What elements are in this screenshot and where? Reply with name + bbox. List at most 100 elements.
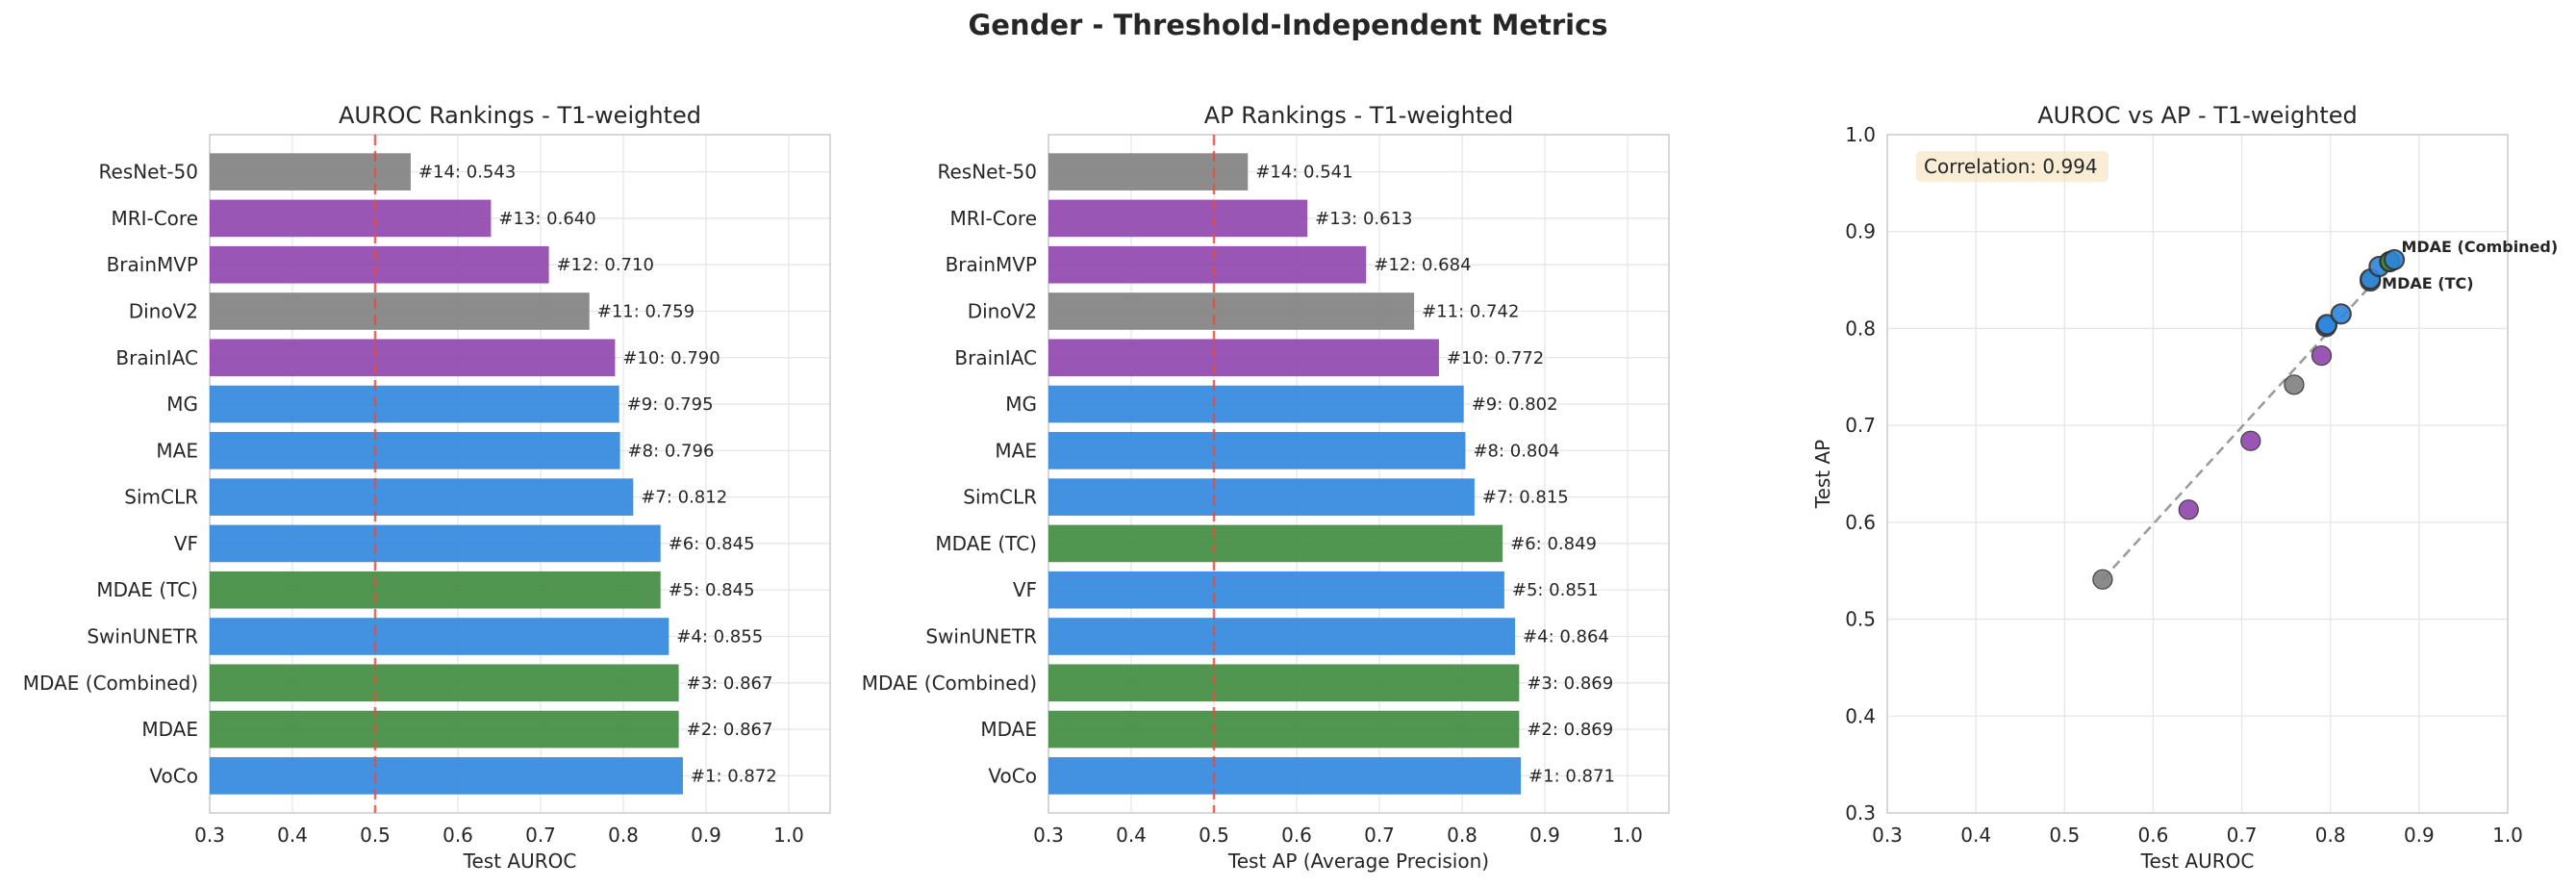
y-tick-label: BrainMVP: [946, 253, 1037, 276]
point-annotation: MDAE (TC): [2382, 274, 2473, 292]
bar-dinov2: [210, 292, 590, 330]
bar-value-label: #8: 0.796: [628, 441, 715, 461]
bar-value-label: #2: 0.869: [1527, 720, 1613, 740]
bar-voco: [1048, 757, 1522, 795]
y-tick-label: MDAE (TC): [96, 578, 198, 601]
y-tick-label: MDAE: [980, 718, 1037, 741]
x-axis-label: Test AUROC: [2140, 850, 2255, 873]
y-tick-label: MRI-Core: [111, 207, 198, 230]
bar-value-label: #10: 0.790: [622, 348, 720, 368]
bar-value-label: #10: 0.772: [1447, 348, 1544, 368]
y-tick-label: BrainMVP: [107, 253, 198, 276]
bar-mg: [1048, 385, 1464, 423]
x-tick-label: 0.9: [2404, 824, 2435, 847]
correlation-label: Correlation: 0.994: [1924, 155, 2098, 178]
x-tick-label: 0.9: [1529, 824, 1560, 847]
scatter-point: [2092, 569, 2113, 590]
bar-mri-core: [210, 199, 492, 238]
x-tick-label: 0.8: [1447, 824, 1477, 847]
bar-value-label: #3: 0.867: [687, 673, 773, 694]
bar-brainiac: [210, 339, 616, 377]
bar-value-label: #12: 0.684: [1374, 255, 1471, 275]
bar-vf: [1048, 571, 1504, 609]
y-tick-label: 0.9: [1845, 220, 1876, 243]
x-tick-label: 1.0: [773, 824, 804, 847]
bar-swinunetr: [210, 618, 669, 655]
bar-mae: [1048, 432, 1466, 469]
scatter-point: [2383, 248, 2406, 271]
bar-mdae: [210, 710, 679, 748]
y-tick-label: 0.5: [1845, 608, 1876, 631]
bar-voco: [210, 757, 683, 795]
bar-value-label: #9: 0.802: [1472, 394, 1558, 415]
bar-mdae-tc-: [1048, 524, 1503, 563]
bar-value-label: #12: 0.710: [557, 255, 654, 275]
panel-title: AUROC Rankings - T1-weighted: [339, 102, 701, 129]
bar-vf: [210, 524, 661, 563]
y-tick-label: ResNet-50: [938, 161, 1038, 184]
y-tick-label: 0.3: [1845, 801, 1876, 825]
y-tick-label: SimCLR: [124, 486, 198, 509]
x-tick-label: 0.9: [691, 824, 721, 847]
bar-mdae-combined-: [210, 664, 679, 702]
bar-brainmvp: [1048, 245, 1367, 284]
figure-suptitle: Gender - Threshold-Independent Metrics: [968, 9, 1607, 41]
x-tick-label: 0.6: [442, 824, 473, 847]
y-tick-label: 0.8: [1845, 317, 1876, 340]
point-annotation: MDAE (Combined): [2401, 238, 2558, 256]
bar-value-label: #14: 0.543: [418, 163, 516, 183]
trend-line: [2101, 259, 2395, 581]
y-tick-label: MDAE (Combined): [23, 672, 198, 695]
y-tick-label: SwinUNETR: [87, 625, 198, 648]
y-tick-label: DinoV2: [968, 299, 1037, 322]
bar-value-label: #11: 0.742: [1422, 301, 1519, 321]
bar-value-label: #14: 0.541: [1255, 163, 1352, 183]
bar-value-label: #6: 0.849: [1510, 534, 1597, 554]
y-tick-label: MDAE (Combined): [862, 672, 1037, 695]
x-tick-label: 0.6: [1281, 824, 1312, 847]
x-tick-label: 0.8: [608, 824, 639, 847]
bar-value-label: #1: 0.872: [691, 766, 777, 786]
bar-mg: [210, 385, 619, 423]
bar-value-label: #7: 0.815: [1482, 488, 1569, 508]
bar-value-label: #9: 0.795: [627, 394, 714, 415]
y-tick-label: MG: [166, 393, 198, 416]
x-tick-label: 0.8: [2315, 824, 2346, 847]
correlation-box: [1916, 151, 2109, 182]
y-tick-label: BrainIAC: [954, 346, 1037, 369]
y-tick-label: 0.7: [1845, 414, 1876, 437]
bar-mdae-tc-: [210, 571, 661, 609]
bar-value-label: #13: 0.613: [1315, 209, 1412, 229]
y-tick-label: SwinUNETR: [925, 625, 1037, 648]
y-tick-label: 1.0: [1845, 123, 1876, 146]
bar-panel-ap: #14: 0.541 ResNet-50 #13: 0.613 MRI-Core #12…: [862, 102, 1670, 873]
bar-value-label: #5: 0.845: [669, 580, 755, 600]
bar-simclr: [1048, 478, 1475, 516]
bar-value-label: #4: 0.864: [1523, 627, 1609, 647]
bar-mae: [210, 432, 620, 469]
panel-title: AP Rankings - T1-weighted: [1204, 102, 1514, 129]
scatter-point: [2330, 303, 2352, 325]
bar-simclr: [210, 478, 634, 516]
bar-value-label: #3: 0.869: [1527, 673, 1613, 694]
x-tick-label: 0.6: [2138, 824, 2169, 847]
plot-frame: [209, 134, 831, 814]
x-tick-label: 0.3: [1872, 824, 1903, 847]
bar-resnet-50: [210, 153, 411, 190]
x-tick-label: 0.7: [1364, 824, 1395, 847]
bar-value-label: #5: 0.851: [1512, 580, 1599, 600]
plot-frame: [1048, 134, 1670, 814]
x-tick-label: 0.3: [1033, 824, 1064, 847]
scatter-point: [2284, 374, 2305, 395]
x-axis-label: Test AUROC: [463, 850, 577, 873]
panel-title: AUROC vs AP - T1-weighted: [2037, 102, 2358, 129]
y-tick-label: VoCo: [149, 764, 198, 787]
y-tick-label: MAE: [156, 439, 198, 462]
bar-mdae: [1048, 710, 1520, 748]
plot-frame: [1886, 134, 2509, 814]
x-tick-label: 0.5: [1199, 824, 1229, 847]
x-tick-label: 0.3: [194, 824, 225, 847]
y-tick-label: 0.4: [1845, 704, 1876, 727]
bar-value-label: #6: 0.845: [669, 534, 755, 554]
y-tick-label: BrainIAC: [115, 346, 198, 369]
